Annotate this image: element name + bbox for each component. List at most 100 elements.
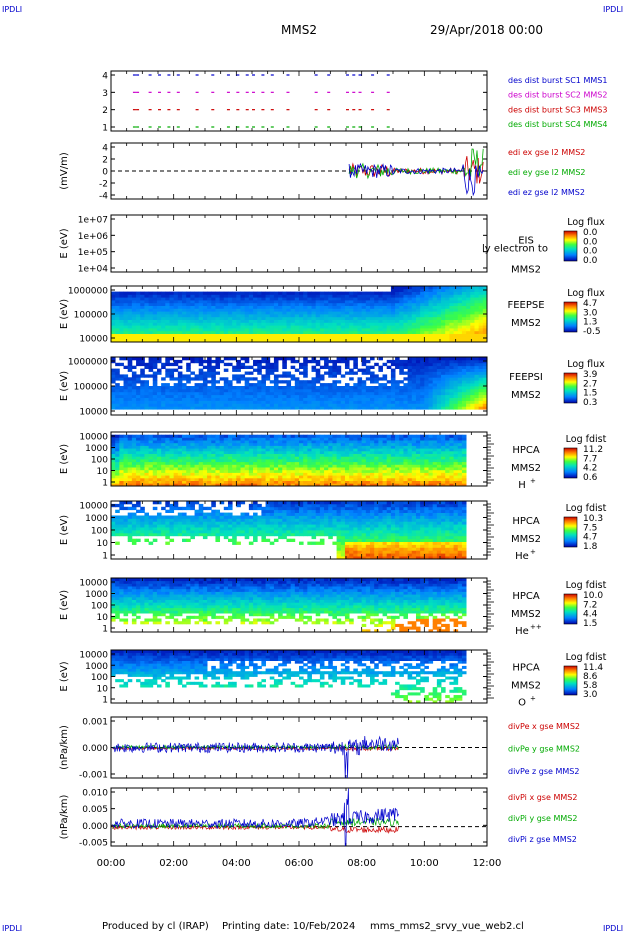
spectrogram-cell: [253, 330, 258, 334]
spectrogram-cell: [177, 448, 183, 452]
spectrogram-cell: [265, 330, 271, 334]
spectrogram-cell: [169, 437, 175, 441]
spectrogram-cell: [432, 325, 438, 329]
spectrogram-cell: [119, 388, 124, 393]
spectrogram-cell: [424, 305, 429, 309]
spectrogram-cell: [123, 450, 129, 454]
spectrogram-cell: [152, 333, 158, 337]
spectrogram-cell: [344, 328, 350, 332]
spectrogram-cell: [478, 336, 484, 340]
spectrogram-cell: [319, 330, 325, 334]
spectrogram-cell: [131, 377, 137, 381]
spectrogram-cell: [303, 483, 308, 487]
spectrogram-cell: [240, 437, 246, 441]
spectrogram-cell: [299, 480, 304, 484]
spectrogram-cell: [307, 483, 312, 487]
spectrogram-cell: [378, 477, 383, 481]
spectrogram-cell: [115, 475, 120, 479]
spectrogram-cell: [395, 319, 400, 323]
spectrogram-cell: [470, 359, 475, 364]
spectrogram-cell: [227, 316, 233, 320]
spectrogram-cell: [374, 442, 379, 446]
spectrogram-cell: [211, 483, 216, 487]
spectrogram-cell: [441, 328, 446, 332]
spectrogram-cell: [156, 305, 162, 309]
spectrogram-cell: [131, 380, 137, 384]
spectrogram-cell: [461, 322, 467, 326]
spectrogram-cell: [420, 357, 425, 361]
spectrogram-cell: [127, 400, 133, 404]
spectrogram-cell: [428, 388, 434, 393]
spectrogram-cell: [332, 322, 337, 326]
spectrogram-cell: [357, 386, 363, 390]
spectrogram-cell: [445, 480, 450, 484]
spectrogram-cell: [286, 448, 292, 452]
spectrogram-cell: [223, 394, 229, 398]
spectrogram-cell: [194, 437, 200, 441]
spectrogram-cell: [374, 483, 379, 487]
spectrogram-cell: [328, 469, 333, 473]
spectrogram-cell: [324, 440, 329, 444]
spectrogram-cell: [253, 319, 258, 323]
spectrogram-cell: [215, 459, 221, 463]
spectrogram-cell: [340, 459, 346, 463]
spectrogram-cell: [186, 311, 191, 315]
spectrogram-cell: [403, 437, 409, 441]
spectrogram-cell: [424, 397, 429, 401]
spectrogram-cell: [215, 297, 221, 301]
spectrogram-cell: [232, 302, 237, 306]
spectrogram-cell: [441, 391, 446, 396]
spectrogram-cell: [353, 305, 358, 309]
spectrogram-cell: [324, 339, 329, 343]
spectrogram-cell: [449, 472, 454, 476]
spectrogram-cell: [290, 333, 296, 337]
spectrogram-cell: [340, 339, 346, 343]
spectrogram-cell: [319, 437, 325, 441]
spectrogram-cell: [328, 397, 333, 401]
spectrogram-cell: [441, 448, 446, 452]
spectrogram-cell: [315, 359, 321, 364]
spectrogram-cell: [324, 311, 329, 315]
spectrogram-cell: [441, 472, 446, 476]
spectrogram-cell: [311, 377, 317, 381]
spectrogram-cell: [336, 442, 342, 446]
spectrogram-cell: [407, 403, 413, 407]
spectrogram-cell: [324, 297, 329, 301]
spectrogram-cell: [441, 316, 446, 320]
spectrogram-cell: [445, 400, 450, 404]
spectrogram-cell: [370, 394, 375, 398]
spectrogram-cell: [466, 365, 471, 369]
spectrogram-cell: [357, 294, 363, 298]
spectrogram-cell: [395, 461, 400, 465]
spectrogram-cell: [353, 339, 358, 343]
spectrogram-cell: [131, 440, 137, 444]
spectrogram-cell: [407, 464, 413, 468]
spectrogram-cell: [273, 461, 279, 465]
spectrogram-cell: [152, 467, 158, 471]
spectrogram-cell: [127, 300, 133, 304]
spectrogram-cell: [223, 448, 229, 452]
spectrogram-cell: [177, 440, 183, 444]
spectrogram-cell: [340, 483, 346, 487]
spectrogram-cell: [236, 377, 241, 381]
spectrogram-cell: [378, 467, 383, 471]
spectrogram-cell: [115, 477, 120, 481]
spectrogram-cell: [411, 391, 417, 396]
spectrogram-cell: [152, 319, 158, 323]
spectrogram-cell: [407, 288, 413, 292]
spectrogram-cell: [428, 383, 434, 387]
spectrogram-cell: [378, 448, 383, 452]
spectrogram-cell: [202, 308, 208, 312]
spectrogram-cell: [261, 388, 266, 393]
spectrogram-cell: [466, 305, 471, 309]
spectrogram-cell: [403, 445, 409, 449]
spectrogram-cell: [474, 397, 480, 401]
spectrogram-cell: [374, 448, 379, 452]
spectrogram-cell: [290, 434, 296, 438]
spectrogram-cell: [319, 434, 325, 438]
spectrogram-cell: [169, 440, 175, 444]
spectrogram-cell: [156, 322, 162, 326]
spectrogram-cell: [324, 362, 329, 367]
spectrogram-cell: [432, 394, 438, 398]
spectrogram-cell: [303, 469, 308, 473]
